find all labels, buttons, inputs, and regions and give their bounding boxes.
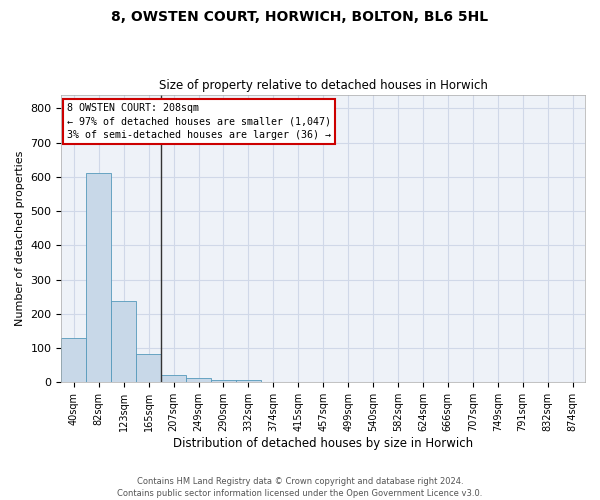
Title: Size of property relative to detached houses in Horwich: Size of property relative to detached ho…	[159, 79, 488, 92]
X-axis label: Distribution of detached houses by size in Horwich: Distribution of detached houses by size …	[173, 437, 473, 450]
Bar	[161, 375, 186, 382]
Text: Contains HM Land Registry data © Crown copyright and database right 2024.
Contai: Contains HM Land Registry data © Crown c…	[118, 476, 482, 498]
Bar	[136, 354, 161, 382]
Bar	[86, 174, 111, 382]
Bar	[211, 380, 236, 382]
Text: 8 OWSTEN COURT: 208sqm
← 97% of detached houses are smaller (1,047)
3% of semi-d: 8 OWSTEN COURT: 208sqm ← 97% of detached…	[67, 103, 331, 140]
Y-axis label: Number of detached properties: Number of detached properties	[15, 151, 25, 326]
Text: 8, OWSTEN COURT, HORWICH, BOLTON, BL6 5HL: 8, OWSTEN COURT, HORWICH, BOLTON, BL6 5H…	[112, 10, 488, 24]
Bar	[111, 301, 136, 382]
Bar	[61, 338, 86, 382]
Bar	[186, 378, 211, 382]
Bar	[236, 380, 261, 382]
